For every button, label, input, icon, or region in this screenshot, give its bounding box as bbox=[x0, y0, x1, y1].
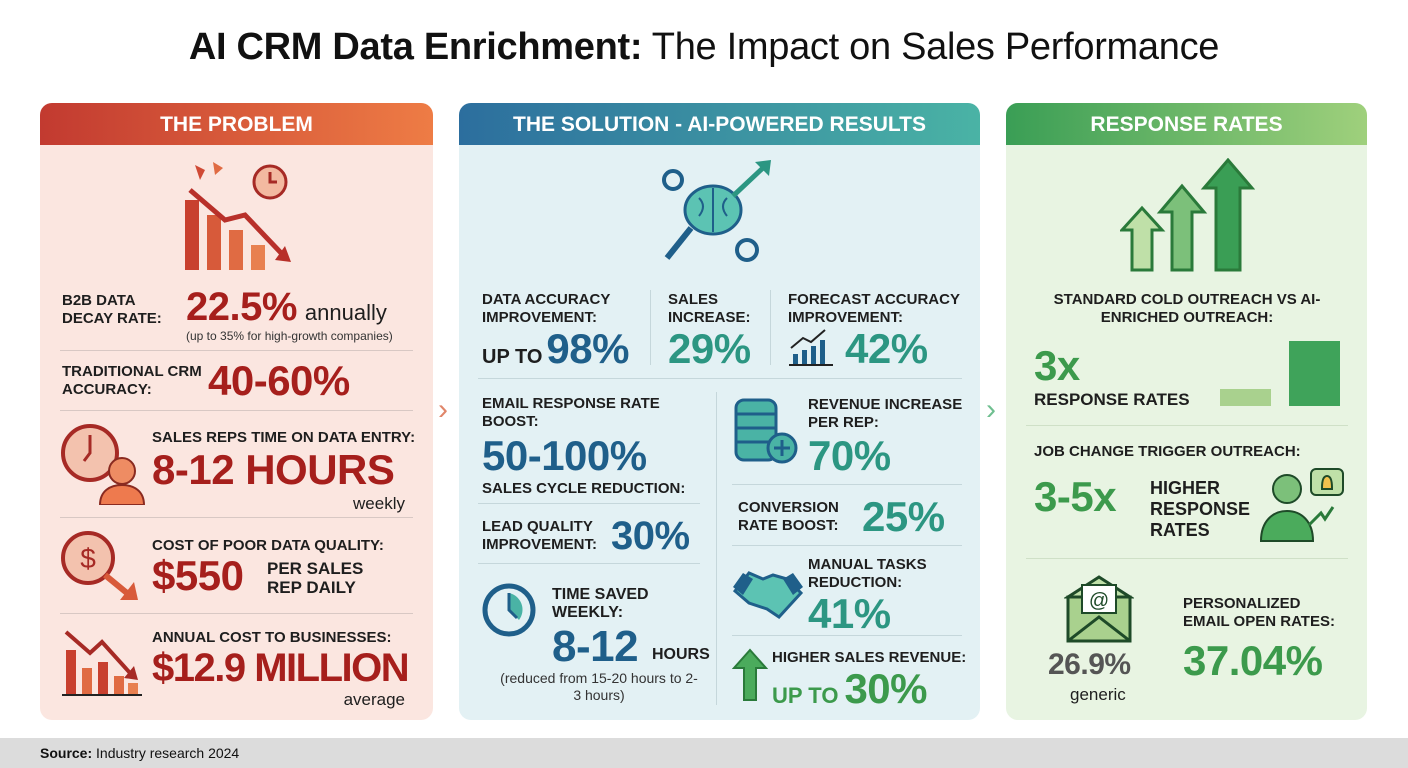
decay-note: (up to 35% for high-growth companies) bbox=[186, 329, 393, 343]
coins-plus-icon bbox=[734, 398, 798, 464]
clock-icon bbox=[482, 583, 536, 637]
enriched-bar bbox=[1289, 341, 1340, 406]
time-unit: weekly bbox=[353, 494, 405, 513]
lead-value: 30% bbox=[611, 514, 690, 558]
timesaved-unit: HOURS bbox=[652, 646, 710, 663]
declining-chart-icon bbox=[62, 630, 142, 696]
conversion-label: CONVERSION RATE BOOST: bbox=[738, 499, 839, 534]
cost-label: COST OF POOR DATA QUALITY: bbox=[152, 537, 384, 554]
svg-text:@: @ bbox=[1089, 590, 1109, 612]
compare-unit: RESPONSE RATES bbox=[1034, 390, 1190, 409]
person-notification-icon bbox=[1259, 468, 1344, 542]
decay-value: 22.5% bbox=[186, 285, 297, 329]
response-header: RESPONSE RATES bbox=[1006, 103, 1367, 145]
accuracy-prefix: UP TO bbox=[482, 346, 543, 368]
timesaved-value: 8-12 bbox=[552, 622, 639, 671]
open-rate-label: PERSONALIZED EMAIL OPEN RATES: bbox=[1183, 595, 1335, 630]
time-label: SALES REPS TIME ON DATA ENTRY: bbox=[152, 429, 416, 446]
revenue-value: 70% bbox=[808, 432, 891, 479]
accuracy-row: UP TO 98% bbox=[482, 328, 629, 370]
cycle-label: SALES CYCLE REDUCTION: bbox=[482, 480, 686, 497]
up-arrow-icon bbox=[732, 648, 768, 701]
decay-label: B2B DATA DECAY RATE: bbox=[62, 292, 162, 327]
higher-prefix: UP TO bbox=[772, 683, 839, 708]
decay-unit: annually bbox=[304, 300, 387, 325]
dollar-down-icon: $ bbox=[61, 531, 138, 600]
email-at-icon: @ bbox=[1064, 575, 1134, 643]
chevron-right-icon: › bbox=[986, 393, 996, 426]
forecast-value: 42% bbox=[845, 325, 928, 372]
cost-unit: PER SALES REP DAILY bbox=[267, 559, 364, 597]
problem-panel: THE PROBLEM bbox=[40, 103, 433, 720]
conversion-value: 25% bbox=[862, 493, 945, 540]
timesaved-note: (reduced from 15-20 hours to 2-3 hours) bbox=[500, 670, 698, 703]
svg-text:$: $ bbox=[80, 543, 96, 574]
higher-label: HIGHER SALES REVENUE: bbox=[772, 649, 967, 666]
email-boost-value: 50-100% bbox=[482, 432, 647, 479]
rising-arrows-icon bbox=[1120, 158, 1255, 272]
crm-value: 40-60% bbox=[208, 357, 350, 404]
crm-label: TRADITIONAL CRM ACCURACY: bbox=[62, 363, 202, 398]
revenue-label: REVENUE INCREASE PER REP: bbox=[808, 396, 963, 431]
chevron-right-icon: › bbox=[438, 393, 448, 426]
solution-header: THE SOLUTION - AI-POWERED RESULTS bbox=[459, 103, 980, 145]
open-rate-value: 37.04% bbox=[1183, 637, 1323, 684]
handshake-icon bbox=[733, 571, 803, 619]
job-value: 3-5x bbox=[1034, 473, 1117, 520]
annual-unit: average bbox=[343, 690, 405, 709]
compare-label: STANDARD COLD OUTREACH VS AI-ENRICHED OU… bbox=[1053, 291, 1321, 326]
growth-chart-icon bbox=[789, 329, 833, 366]
higher-value: 30% bbox=[844, 665, 927, 712]
timesaved-label: TIME SAVED WEEKLY: bbox=[552, 586, 649, 621]
job-label: JOB CHANGE TRIGGER OUTREACH: bbox=[1034, 443, 1301, 460]
job-unit: HIGHER RESPONSE RATES bbox=[1150, 478, 1251, 540]
sales-label: SALES INCREASE: bbox=[668, 291, 751, 326]
manual-label: MANUAL TASKS REDUCTION: bbox=[808, 556, 927, 591]
accuracy-label: DATA ACCURACY IMPROVEMENT: bbox=[482, 291, 611, 326]
decay-row: 22.5% annually bbox=[186, 287, 387, 327]
accuracy-value: 98% bbox=[546, 325, 629, 372]
broken-chart-icon bbox=[185, 162, 291, 270]
email-boost-label: EMAIL RESPONSE RATE BOOST: bbox=[482, 395, 660, 430]
cost-value: $550 bbox=[152, 552, 244, 599]
manual-value: 41% bbox=[808, 590, 891, 637]
forecast-label: FORECAST ACCURACY IMPROVEMENT: bbox=[788, 291, 960, 326]
higher-row: UP TO 30% bbox=[772, 668, 927, 710]
page-title: AI CRM Data Enrichment: The Impact on Sa… bbox=[188, 26, 1220, 68]
time-value: 8-12 HOURS bbox=[152, 446, 395, 493]
clock-person-icon bbox=[61, 424, 145, 505]
generic-rate: 26.9% bbox=[1048, 648, 1131, 681]
sales-value: 29% bbox=[668, 325, 751, 372]
annual-label: ANNUAL COST TO BUSINESSES: bbox=[152, 629, 392, 646]
ai-brain-icon bbox=[662, 160, 771, 262]
source-footer: Source: Industry research 2024 bbox=[0, 738, 1408, 768]
lead-label: LEAD QUALITY IMPROVEMENT: bbox=[482, 518, 598, 553]
compare-value: 3x bbox=[1034, 342, 1080, 389]
standard-bar bbox=[1220, 389, 1271, 406]
annual-value: $12.9 MILLION bbox=[152, 646, 410, 690]
generic-label: generic bbox=[1070, 685, 1126, 704]
problem-header: THE PROBLEM bbox=[40, 103, 433, 145]
